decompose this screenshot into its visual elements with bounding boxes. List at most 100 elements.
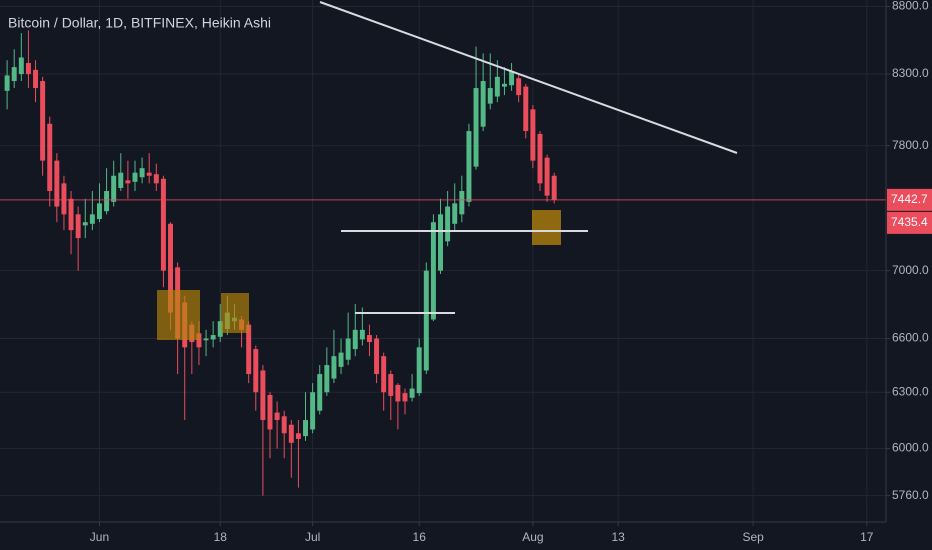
y-tick-label: 6600.0 bbox=[892, 331, 929, 345]
candle-body bbox=[487, 88, 493, 104]
candle-body bbox=[210, 335, 216, 340]
x-tick-label: 17 bbox=[860, 530, 874, 544]
price-marker bbox=[887, 188, 932, 211]
y-tick-label: 7800.0 bbox=[892, 138, 929, 152]
candle-body bbox=[452, 203, 458, 224]
y-tick-label: 6000.0 bbox=[892, 441, 929, 455]
candle-body bbox=[366, 335, 372, 343]
candle-body bbox=[509, 71, 515, 86]
price-marker bbox=[887, 211, 932, 234]
y-tick-label: 6300.0 bbox=[892, 384, 929, 398]
candle-body bbox=[160, 178, 166, 271]
candle-body bbox=[352, 329, 358, 350]
candle-body bbox=[516, 78, 522, 96]
candle-body bbox=[89, 214, 95, 224]
grid bbox=[0, 0, 886, 522]
candle-body bbox=[125, 180, 131, 184]
candle-body bbox=[523, 86, 529, 132]
candle-body bbox=[96, 203, 102, 220]
y-tick-label: 7000.0 bbox=[892, 263, 929, 277]
y-tick-label: 5760.0 bbox=[892, 488, 929, 502]
candle-body bbox=[111, 175, 117, 202]
x-tick-label: Aug bbox=[522, 530, 543, 544]
candle-body bbox=[118, 172, 124, 188]
candle-body bbox=[11, 67, 17, 82]
candle-body bbox=[438, 214, 443, 271]
candle-body bbox=[551, 175, 557, 200]
candle-body bbox=[480, 81, 486, 127]
candle-body bbox=[203, 338, 209, 341]
candle-body bbox=[388, 374, 394, 396]
price-marker-label: 7435.4 bbox=[891, 215, 928, 229]
candle-body bbox=[374, 338, 380, 375]
candle-body bbox=[359, 329, 365, 340]
x-tick-label: Sep bbox=[742, 530, 764, 544]
candle-body bbox=[295, 433, 301, 439]
candle-body bbox=[530, 109, 536, 161]
candle-body bbox=[445, 206, 451, 242]
candle-body bbox=[544, 157, 550, 196]
x-tick-label: 16 bbox=[413, 530, 427, 544]
candle-body bbox=[395, 384, 401, 402]
highlight-box bbox=[221, 293, 249, 333]
candle-body bbox=[274, 412, 280, 421]
candle-body bbox=[317, 374, 323, 411]
price-axis-bg bbox=[886, 0, 932, 550]
candle-body bbox=[75, 214, 81, 239]
candle-body bbox=[40, 81, 46, 161]
candle-body bbox=[196, 333, 202, 348]
y-tick-label: 8800.0 bbox=[892, 0, 929, 13]
price-marker-label: 7442.7 bbox=[891, 192, 928, 206]
candle-body bbox=[61, 183, 67, 215]
candle-body bbox=[146, 172, 152, 176]
candle-body bbox=[381, 356, 387, 393]
candle-body bbox=[466, 131, 472, 202]
candle-body bbox=[139, 168, 145, 178]
candle-body bbox=[331, 356, 337, 379]
candle-body bbox=[281, 416, 287, 434]
candle-body bbox=[409, 388, 415, 398]
candle-body bbox=[260, 370, 266, 421]
candle-body bbox=[54, 160, 60, 207]
trend-line bbox=[319, 1, 738, 154]
candle-body bbox=[132, 172, 138, 182]
drawings bbox=[157, 1, 738, 340]
highlight-box bbox=[532, 210, 561, 245]
candle-body bbox=[47, 123, 53, 192]
candle-body bbox=[246, 324, 252, 375]
x-tick-label: Jun bbox=[90, 530, 109, 544]
time-axis-bg bbox=[0, 522, 932, 550]
y-tick-label: 8300.0 bbox=[892, 66, 929, 80]
candle-body bbox=[168, 223, 174, 313]
candle-body bbox=[324, 365, 330, 393]
candle-body bbox=[4, 75, 10, 91]
x-tick-label: 18 bbox=[214, 530, 228, 544]
candle-body bbox=[494, 76, 500, 97]
candle-body bbox=[82, 222, 88, 226]
candle-body bbox=[68, 198, 74, 231]
candle-body bbox=[423, 270, 429, 371]
candle-body bbox=[217, 321, 223, 337]
candle-body bbox=[25, 62, 31, 75]
candle-body bbox=[473, 88, 479, 167]
x-tick-label: Jul bbox=[305, 530, 320, 544]
candle-body bbox=[402, 393, 408, 402]
highlight-box bbox=[157, 290, 200, 340]
candle-body bbox=[303, 420, 309, 437]
x-tick-label: 13 bbox=[611, 530, 625, 544]
candle-body bbox=[104, 191, 110, 212]
candle-body bbox=[537, 133, 543, 184]
candle-body bbox=[345, 338, 351, 360]
candle-body bbox=[18, 57, 24, 75]
candle-body bbox=[416, 347, 422, 394]
chart-title: Bitcoin / Dollar, 1D, BITFINEX, Heikin A… bbox=[8, 15, 271, 31]
candle-body bbox=[310, 392, 316, 430]
candle-body bbox=[338, 352, 344, 367]
candle-body bbox=[459, 191, 465, 215]
candle-body bbox=[501, 83, 507, 87]
candle-body bbox=[430, 222, 436, 320]
